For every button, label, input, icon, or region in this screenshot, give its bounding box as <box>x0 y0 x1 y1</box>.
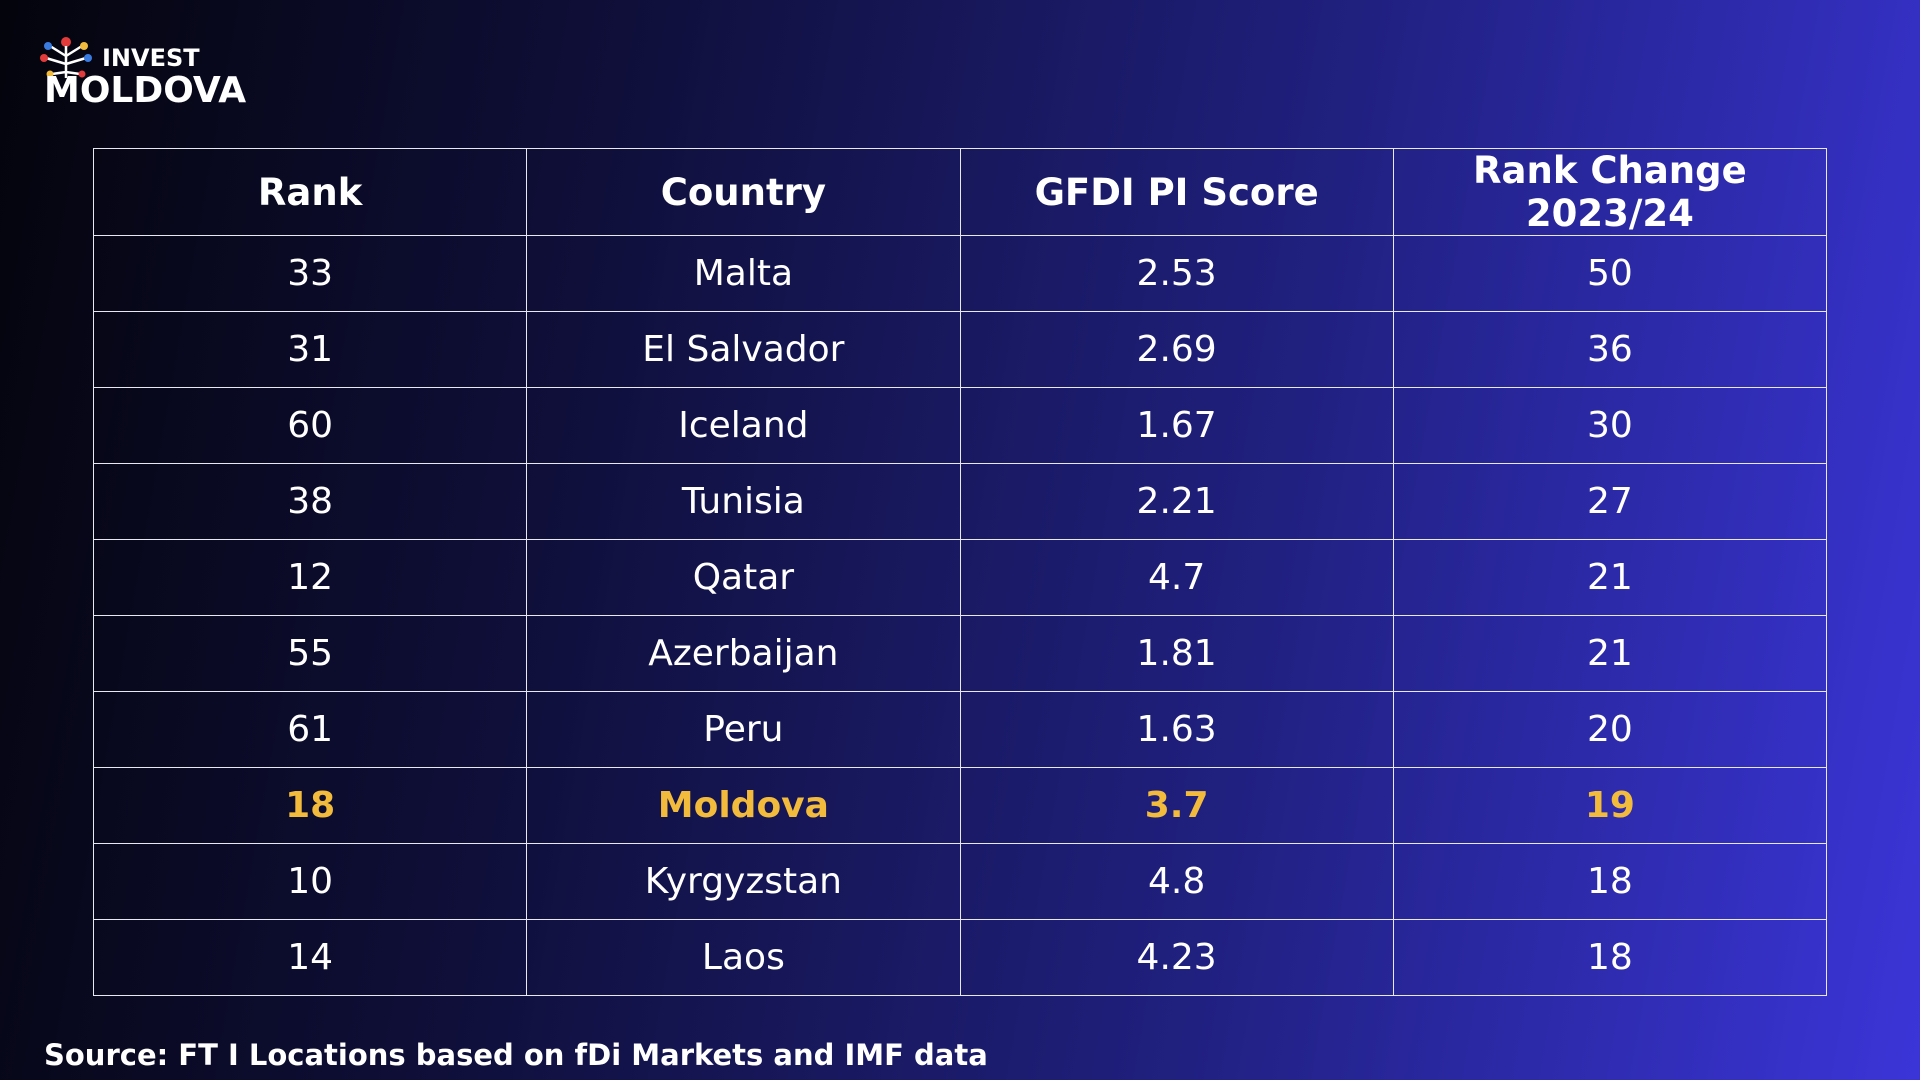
header-cell: Country <box>526 148 961 236</box>
table-cell: Iceland <box>526 387 961 464</box>
table-cell: Qatar <box>526 539 961 616</box>
table-row: 14 Laos 4.23 18 <box>92 919 1828 996</box>
logo-text: MOLDOVA <box>44 70 247 111</box>
highlighted-row: 18 Moldova 3.7 19 <box>92 767 1828 844</box>
header-cell: Rank Change 2023/24 <box>1392 148 1828 236</box>
table-cell: 18 <box>1392 919 1828 996</box>
table-cell: 2.53 <box>959 235 1394 312</box>
table-cell: 4.7 <box>959 539 1394 616</box>
table-cell: 38 <box>92 463 528 540</box>
table-cell: Azerbaijan <box>526 615 961 692</box>
table-cell: 1.81 <box>959 615 1394 692</box>
table-cell: 19 <box>1392 767 1828 844</box>
table-cell: 10 <box>92 843 528 920</box>
header-cell: GFDI PI Score <box>959 148 1394 236</box>
table-row: 12 Qatar 4.7 21 <box>92 539 1828 616</box>
table-cell: 2.69 <box>959 311 1394 388</box>
logo-text: INVEST <box>102 44 200 72</box>
table-cell: 33 <box>92 235 528 312</box>
header-row: Rank Country GFDI PI Score Rank Change 2023… <box>92 148 1828 236</box>
table-cell: 60 <box>92 387 528 464</box>
table-cell: 30 <box>1392 387 1828 464</box>
table-cell: Kyrgyzstan <box>526 843 961 920</box>
table-cell: 12 <box>92 539 528 616</box>
table-row: 38 Tunisia 2.21 27 <box>92 463 1828 540</box>
table-row: 31 El Salvador 2.69 36 <box>92 311 1828 388</box>
table-row: 55 Azerbaijan 1.81 21 <box>92 615 1828 692</box>
table-row: 10 Kyrgyzstan 4.8 18 <box>92 843 1828 920</box>
table-cell: 21 <box>1392 615 1828 692</box>
table-cell: 18 <box>1392 843 1828 920</box>
table-cell: 1.67 <box>959 387 1394 464</box>
table-cell: 55 <box>92 615 528 692</box>
table-cell: 36 <box>1392 311 1828 388</box>
ranking-table: Rank Country GFDI PI Score Rank Change 2023… <box>92 148 1828 996</box>
source-note: Source: FT I Locations based on fDi Mark… <box>44 1038 988 1072</box>
table-cell: 4.8 <box>959 843 1394 920</box>
table-cell: 20 <box>1392 691 1828 768</box>
header-cell: Rank <box>92 148 528 236</box>
table-cell: Peru <box>526 691 961 768</box>
table-cell: 50 <box>1392 235 1828 312</box>
table-row: 60 Iceland 1.67 30 <box>92 387 1828 464</box>
logo-icon <box>40 37 92 78</box>
table-cell: 27 <box>1392 463 1828 540</box>
table-cell: Malta <box>526 235 961 312</box>
table-cell: El Salvador <box>526 311 961 388</box>
table-cell: 31 <box>92 311 528 388</box>
table-cell: Moldova <box>526 767 961 844</box>
table-cell: 61 <box>92 691 528 768</box>
table-cell: 1.63 <box>959 691 1394 768</box>
table-cell: 3.7 <box>959 767 1394 844</box>
table-row: 33 Malta 2.53 50 <box>92 235 1828 312</box>
table-cell: 2.21 <box>959 463 1394 540</box>
table-cell: 21 <box>1392 539 1828 616</box>
table-cell: Tunisia <box>526 463 961 540</box>
table-cell: Laos <box>526 919 961 996</box>
table-cell: 4.23 <box>959 919 1394 996</box>
table-cell: 18 <box>92 767 528 844</box>
table-row: 61 Peru 1.63 20 <box>92 691 1828 768</box>
table-cell: 14 <box>92 919 528 996</box>
